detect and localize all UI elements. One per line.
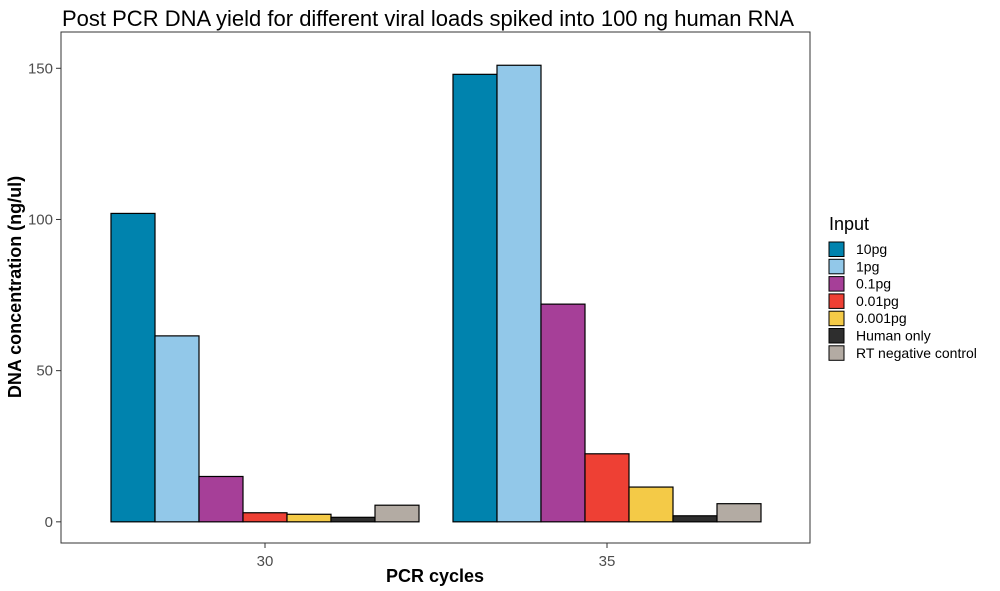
bar-rt-negative-control-35	[716, 503, 762, 523]
legend-label-0-01pg: 0.01pg	[856, 293, 899, 309]
legend-label-human-only: Human only	[856, 328, 931, 344]
legend-key-0-01pg	[828, 293, 845, 309]
legend-key-10pg	[828, 241, 845, 257]
bar-1pg-30	[154, 335, 200, 523]
bar-0-01pg-30	[242, 512, 288, 523]
bar-1pg-35	[496, 64, 542, 523]
x-axis: 30 35	[257, 543, 616, 570]
y-tick-label-0: 0	[45, 514, 53, 531]
legend-key-rt-negative-control	[828, 345, 845, 361]
x-tick-label-30: 30	[257, 553, 274, 570]
legend-label-10pg: 10pg	[856, 241, 887, 257]
y-axis-title: DNA concentration (ng/ul)	[5, 176, 25, 398]
bar-0-001pg-35	[628, 486, 674, 523]
legend-key-1pg	[828, 258, 845, 275]
legend-label-0-1pg: 0.1pg	[856, 276, 891, 292]
x-tick-label-35: 35	[599, 553, 616, 570]
bar-0-1pg-30	[198, 475, 244, 523]
bar-10pg-30	[110, 212, 156, 523]
legend-title: Input	[829, 214, 869, 234]
y-tick-label-100: 100	[28, 211, 53, 228]
legend-label-rt-negative-control: RT negative control	[856, 345, 977, 361]
legend-label-0-001pg: 0.001pg	[856, 310, 907, 326]
chart-title: Post PCR DNA yield for different viral l…	[62, 6, 794, 31]
bars-layer	[110, 64, 762, 523]
bar-human-only-35	[672, 515, 718, 523]
bar-0-001pg-30	[286, 513, 332, 523]
bar-rt-negative-control-30	[374, 504, 420, 523]
y-axis: 0 50 100 150	[28, 60, 61, 531]
x-axis-title: PCR cycles	[386, 566, 484, 586]
bar-0-01pg-35	[584, 453, 630, 523]
y-tick-label-50: 50	[36, 363, 53, 380]
y-tick-label-150: 150	[28, 60, 53, 77]
legend-key-human-only	[828, 328, 845, 344]
bar-0-1pg-35	[540, 303, 586, 523]
legend-label-1pg: 1pg	[856, 258, 879, 274]
legend-key-0-1pg	[828, 276, 845, 292]
legend-key-0-001pg	[828, 310, 845, 327]
bar-10pg-35	[452, 73, 498, 523]
bar-human-only-30	[330, 516, 376, 523]
